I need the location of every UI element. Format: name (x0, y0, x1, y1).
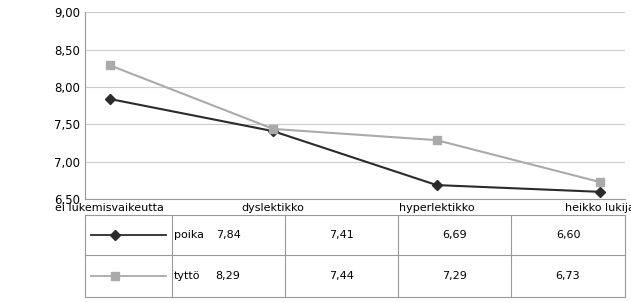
Text: tyttö: tyttö (174, 271, 201, 281)
Text: 6,60: 6,60 (556, 230, 581, 239)
Text: poika: poika (174, 230, 204, 239)
Text: 6,73: 6,73 (556, 271, 581, 281)
Text: 7,44: 7,44 (329, 271, 354, 281)
Text: 6,69: 6,69 (442, 230, 467, 239)
Text: 7,41: 7,41 (329, 230, 354, 239)
Text: 7,29: 7,29 (442, 271, 467, 281)
Text: 8,29: 8,29 (216, 271, 240, 281)
Text: 7,84: 7,84 (216, 230, 240, 239)
